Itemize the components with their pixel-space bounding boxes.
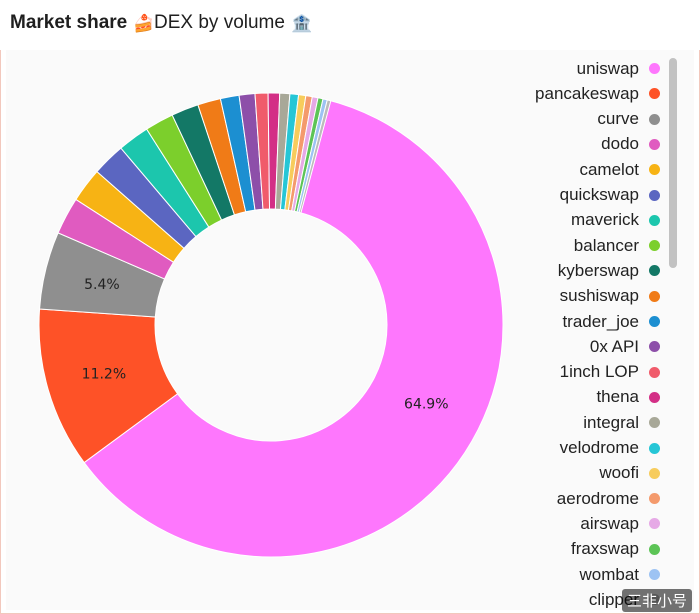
legend-swatch <box>649 518 660 530</box>
legend-label: fraxswap <box>570 539 639 559</box>
legend-label: kyberswap <box>557 260 639 280</box>
slice-uniswap[interactable] <box>83 92 504 558</box>
legend-label: wombat <box>579 564 639 584</box>
legend-label: airswap <box>580 513 639 533</box>
legend-item-fraxswap[interactable]: fraxswap <box>571 537 660 562</box>
legend-swatch <box>649 214 660 226</box>
legend-item-kyberswap[interactable]: kyberswap <box>558 258 660 283</box>
legend-label: quickswap <box>559 185 639 204</box>
legend-swatch <box>649 113 660 125</box>
legend-scrollbar[interactable] <box>666 56 680 608</box>
cake-icon: 🍰 <box>133 13 155 33</box>
legend-swatch <box>649 341 660 353</box>
watermark: 三非小号 <box>621 589 692 612</box>
legend-label: pancakeswap <box>535 83 639 103</box>
slice-clipper[interactable] <box>298 99 332 214</box>
legend-item-thena[interactable]: thena <box>596 385 660 410</box>
data-label-curve: 5.4% <box>84 277 120 293</box>
legend-label: maverick <box>570 210 639 230</box>
legend-swatch <box>649 240 660 252</box>
legend-swatch <box>649 467 660 479</box>
legend-item-velodrome[interactable]: velodrome <box>560 436 660 461</box>
chart-area: 64.9% 11.2% 5.4% <box>6 50 694 610</box>
legend-item-sushiswap[interactable]: sushiswap <box>560 284 660 309</box>
tab-market-share[interactable]: Market share 🍰 <box>10 12 154 34</box>
legend-item-aerodrome[interactable]: aerodrome <box>557 486 660 511</box>
legend-swatch <box>649 138 660 150</box>
legend-item-trader-joe[interactable]: trader_joe <box>562 309 660 334</box>
legend-swatch <box>649 88 660 100</box>
legend-item-airswap[interactable]: airswap <box>580 511 660 536</box>
legend-swatch <box>649 366 660 378</box>
legend-swatch <box>649 417 660 429</box>
legend-label: trader_joe <box>562 311 639 331</box>
legend-swatch <box>649 493 660 505</box>
legend-item-curve[interactable]: curve <box>597 107 660 132</box>
legend-label: integral <box>583 412 639 432</box>
legend-item-dodo[interactable]: dodo <box>601 132 660 157</box>
legend-label: 0x API <box>589 336 639 356</box>
legend-swatch <box>649 442 660 454</box>
legend-swatch <box>649 543 660 555</box>
legend-item-balancer[interactable]: balancer <box>574 233 660 258</box>
bank-icon: 🏦 <box>290 13 313 33</box>
legend-swatch <box>649 391 660 403</box>
legend-item-camelot[interactable]: camelot <box>579 157 660 182</box>
tab-dex-by-volume[interactable]: DEX by volume 🏦 <box>154 12 312 34</box>
legend-swatch <box>649 265 660 277</box>
legend: uniswap pancakeswap curve dodo camelot quicks… <box>520 56 660 608</box>
legend-label: velodrome <box>559 438 639 457</box>
legend-swatch <box>649 316 660 327</box>
tab-dex-by-volume-label: DEX by volume <box>154 12 285 33</box>
tab-market-share-label: Market share <box>10 12 128 33</box>
legend-swatch <box>649 164 660 176</box>
legend-item-uniswap[interactable]: uniswap <box>577 56 660 81</box>
legend-label: dodo <box>601 134 639 154</box>
legend-label: uniswap <box>576 58 639 78</box>
legend-swatch <box>649 290 660 302</box>
data-label-uniswap: 64.9% <box>404 397 448 413</box>
header: Market share 🍰 DEX by volume 🏦 <box>0 0 700 50</box>
legend-swatch <box>649 63 660 74</box>
legend-item-quickswap[interactable]: quickswap <box>560 183 660 208</box>
legend-item-pancakeswap[interactable]: pancakeswap <box>535 81 660 106</box>
legend-item-woofi[interactable]: woofi <box>599 461 660 486</box>
legend-item-integral[interactable]: integral <box>583 410 660 435</box>
legend-label: camelot <box>579 159 639 179</box>
data-label-pancakeswap: 11.2% <box>82 367 126 383</box>
legend-item-wombat[interactable]: wombat <box>579 562 660 587</box>
legend-label: curve <box>597 109 639 129</box>
legend-label: 1inch LOP <box>559 362 639 382</box>
legend-label: balancer <box>573 235 639 255</box>
legend-item-0x-api[interactable]: 0x API <box>590 334 660 359</box>
legend-item-maverick[interactable]: maverick <box>571 208 660 233</box>
legend-scroll-thumb[interactable] <box>669 58 677 268</box>
legend-item-1inch-lop[interactable]: 1inch LOP <box>560 360 660 385</box>
legend-swatch <box>649 569 660 580</box>
legend-label: aerodrome <box>556 488 639 508</box>
legend-label: sushiswap <box>559 286 639 306</box>
legend-swatch <box>649 189 660 201</box>
donut-chart: 64.9% 11.2% 5.4% <box>38 92 504 558</box>
legend-label: woofi <box>599 463 639 483</box>
legend-label: thena <box>596 387 639 407</box>
